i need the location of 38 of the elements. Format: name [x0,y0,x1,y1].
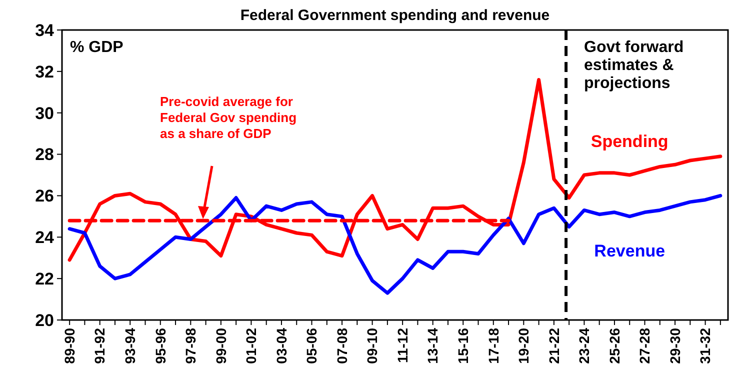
x-tick-label: 13-14 [424,328,441,364]
x-tick-label: 15-16 [455,328,472,364]
chart-title: Federal Government spending and revenue [240,7,550,24]
y-tick-label: 22 [35,270,54,289]
x-tick-label: 09-10 [364,328,380,364]
y-axis-title: % GDP [70,39,124,56]
x-tick-label: 29-30 [666,328,683,364]
y-tick-label: 34 [35,20,55,40]
y-tick-label: 24 [35,228,55,248]
series-label: Revenue [594,241,666,260]
line-series [68,78,722,262]
x-tick-label: 93-94 [122,328,138,364]
x-tick-label: 23-24 [576,328,592,364]
x-tick-label: 01-02 [243,328,260,364]
y-tick-label: 28 [35,145,54,164]
annotation: Pre-covid average for Federal Gov spending as a share of GDP [160,94,297,141]
x-tick-label: 31-32 [697,328,714,364]
series-label: Spending [590,132,668,151]
y-tick-label: 26 [35,186,54,206]
annotation: Govt forward estimates & projections [584,39,684,92]
x-tick-label: 97-98 [182,328,199,364]
x-tick-label: 11-12 [394,328,410,364]
y-tick-label: 20 [35,310,54,330]
x-tick-label: 25-26 [606,328,622,364]
line-series [68,194,722,295]
x-tick-label: 21-22 [546,328,562,364]
y-tick-label: 32 [35,62,54,82]
x-tick-label: 27-28 [636,328,653,364]
x-tick-label: 07-08 [334,328,350,364]
x-tick-label: 99-00 [212,328,229,364]
x-tick-label: 19-20 [516,328,532,364]
x-tick-label: 03-04 [273,328,290,364]
x-tick-label: 17-18 [485,328,502,364]
y-tick-label: 30 [35,104,54,123]
x-tick-label: 91-92 [92,328,108,364]
x-tick-label: 05-06 [304,328,320,364]
x-tick-label: 95-96 [152,328,168,364]
x-tick-label: 89-90 [61,328,78,364]
